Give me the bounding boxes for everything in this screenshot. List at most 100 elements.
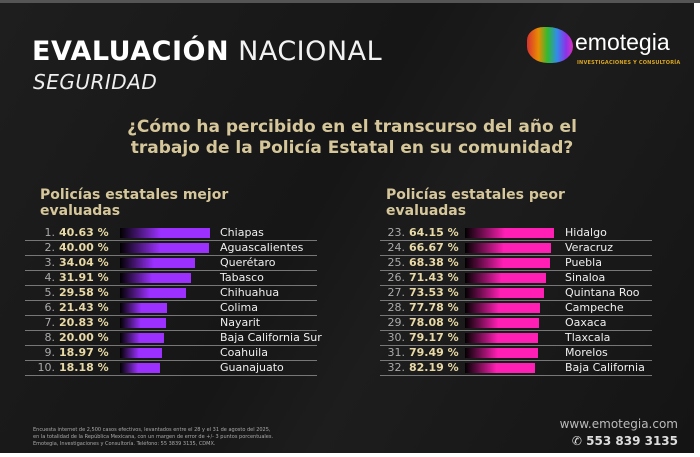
bar — [465, 333, 539, 343]
state-name: Oaxaca — [565, 316, 607, 329]
question-line: ¿Cómo ha percibido en el transcurso del … — [127, 117, 577, 137]
survey-question: ¿Cómo ha percibido en el transcurso del … — [0, 117, 694, 159]
ranking-row: 25. 68.38 % Puebla — [380, 256, 652, 271]
percentage: 66.67 % — [409, 241, 459, 254]
percentage: 20.00 % — [59, 331, 109, 344]
ranking-row: 2. 40.00 % Aguascalientes — [25, 241, 317, 256]
percentage: 29.58 % — [59, 286, 109, 299]
best-section-title: Policías estatales mejor evaluadas — [40, 187, 228, 219]
state-name: Nayarit — [220, 316, 261, 329]
ranking-row: 26. 71.43 % Sinaloa — [380, 271, 652, 286]
worst-section-title: Policías estatales peor evaluadas — [386, 187, 565, 219]
ranking-row: 27. 73.53 % Quintana Roo — [380, 286, 652, 301]
footnote-line: en la totalidad de la República Mexicana… — [33, 434, 274, 440]
state-name: Querétaro — [220, 256, 276, 269]
ranking-row: 6. 21.43 % Colima — [25, 301, 317, 316]
percentage: 79.49 % — [409, 346, 459, 359]
state-name: Coahuila — [220, 346, 268, 359]
rank-number: 1. — [44, 226, 56, 239]
ranking-row: 23. 64.15 % Hidalgo — [380, 226, 652, 241]
page-title: EVALUACIÓN NACIONAL — [32, 37, 382, 67]
ranking-row: 28. 77.78 % Campeche — [380, 301, 652, 316]
website-link[interactable]: www.emotegia.com — [559, 417, 678, 431]
state-name: Baja California — [565, 361, 645, 374]
rank-number: 4. — [44, 271, 56, 284]
percentage: 68.38 % — [409, 256, 459, 269]
bar — [465, 288, 545, 298]
ranking-row: 10. 18.18 % Guanajuato — [25, 361, 317, 376]
bar — [120, 273, 191, 283]
section-title-line: Policías estatales mejor — [40, 187, 229, 203]
bar — [120, 333, 165, 343]
rank-number: 7. — [44, 316, 56, 329]
state-name: Hidalgo — [565, 226, 607, 239]
footnote-line: Emotegia, Investigaciones y Consultoría.… — [33, 441, 216, 447]
question-line: trabajo de la Policía Estatal en su comu… — [130, 138, 574, 158]
bar — [465, 258, 550, 268]
state-name: Morelos — [565, 346, 608, 359]
percentage: 18.18 % — [59, 361, 109, 374]
state-name: Quintana Roo — [565, 286, 640, 299]
bar — [120, 243, 209, 253]
rank-number: 28. — [387, 301, 406, 314]
rank-number: 26. — [387, 271, 406, 284]
ranking-row: 24. 66.67 % Veracruz — [380, 241, 652, 256]
ranking-row: 1. 40.63 % Chiapas — [25, 226, 317, 241]
bar — [465, 318, 540, 328]
title-bold: EVALUACIÓN — [32, 36, 230, 67]
percentage: 82.19 % — [409, 361, 459, 374]
state-name: Chiapas — [220, 226, 264, 239]
emotegia-logo: emotegia INVESTIGACIONES Y CONSULTORÍA — [527, 27, 687, 71]
state-name: Chihuahua — [220, 286, 280, 299]
percentage: 77.78 % — [409, 301, 459, 314]
ranking-row: 32. 82.19 % Baja California — [380, 361, 652, 376]
bar — [465, 303, 540, 313]
section-title-line: evaluadas — [386, 203, 467, 219]
phone-contact[interactable]: ✆ 553 839 3135 — [572, 434, 678, 449]
bar — [465, 228, 554, 238]
state-name: Baja California Sur — [220, 331, 322, 344]
ranking-row: 31. 79.49 % Morelos — [380, 346, 652, 361]
state-name: Aguascalientes — [220, 241, 304, 254]
rank-number: 9. — [44, 346, 56, 359]
ranking-row: 5. 29.58 % Chihuahua — [25, 286, 317, 301]
bar — [465, 243, 552, 253]
ranking-row: 3. 34.04 % Querétaro — [25, 256, 317, 271]
rank-number: 5. — [44, 286, 56, 299]
rank-number: 24. — [387, 241, 406, 254]
rank-number: 30. — [387, 331, 406, 344]
phone-number: 553 839 3135 — [586, 434, 678, 448]
bar — [120, 288, 186, 298]
title-light: NACIONAL — [238, 36, 383, 67]
ranking-row: 30. 79.17 % Tlaxcala — [380, 331, 652, 346]
page-subtitle: SEGURIDAD — [33, 70, 158, 94]
rank-number: 10. — [37, 361, 56, 374]
bar — [120, 258, 196, 268]
state-name: Campeche — [565, 301, 624, 314]
rank-number: 32. — [387, 361, 406, 374]
logo-name: emotegia — [575, 29, 670, 55]
percentage: 18.97 % — [59, 346, 109, 359]
percentage: 64.15 % — [409, 226, 459, 239]
bar — [465, 273, 547, 283]
state-name: Tabasco — [220, 271, 264, 284]
bar — [465, 363, 536, 373]
percentage: 20.83 % — [59, 316, 109, 329]
bar — [120, 348, 163, 358]
state-name: Tlaxcala — [565, 331, 611, 344]
state-name: Guanajuato — [220, 361, 284, 374]
state-name: Veracruz — [565, 241, 614, 254]
bar — [120, 228, 210, 238]
percentage: 40.63 % — [59, 226, 109, 239]
state-name: Puebla — [565, 256, 602, 269]
rank-number: 23. — [387, 226, 406, 239]
ranking-row: 8. 20.00 % Baja California Sur — [25, 331, 322, 346]
section-title-line: Policías estatales peor — [386, 187, 565, 203]
rank-number: 2. — [44, 241, 56, 254]
logo-mark-icon — [527, 27, 573, 63]
percentage: 78.08 % — [409, 316, 459, 329]
section-title-line: evaluadas — [40, 203, 121, 219]
top-border — [0, 0, 700, 3]
percentage: 21.43 % — [59, 301, 109, 314]
rank-number: 31. — [387, 346, 406, 359]
